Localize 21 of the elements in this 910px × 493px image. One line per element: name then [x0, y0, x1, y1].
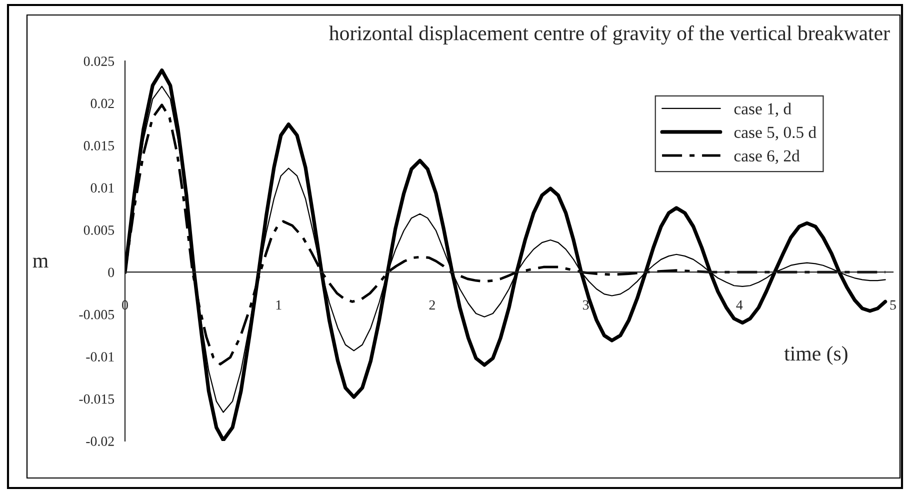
chart-title: horizontal displacement centre of gravity of the vertical breakwater — [329, 25, 890, 45]
y-tick-label: 0.02 — [90, 98, 114, 108]
y-tick-label: 0.005 — [84, 225, 114, 235]
x-tick-label: 1 — [276, 300, 282, 310]
legend-label: case 5, 0.5 d — [734, 126, 816, 140]
x-axis-title: time (s) — [784, 346, 848, 365]
y-tick-label: -0.015 — [79, 394, 114, 404]
y-tick-label: 0.025 — [84, 56, 114, 66]
legend-label: case 1, d — [734, 102, 792, 117]
y-axis-title: m — [32, 258, 48, 268]
legend-label: case 6, 2d — [734, 150, 800, 164]
y-tick-label: 0.015 — [84, 141, 114, 150]
y-tick-label: -0.01 — [86, 352, 114, 362]
x-tick-label: 2 — [429, 300, 435, 310]
x-tick-label: 5 — [890, 300, 896, 310]
x-tick-label: 3 — [582, 300, 589, 310]
y-tick-label: -0.005 — [79, 310, 114, 320]
y-tick-label: -0.02 — [86, 436, 114, 446]
y-tick-label: 0.01 — [90, 183, 114, 193]
x-tick-label: 4 — [736, 300, 743, 310]
y-tick-label: 0 — [108, 268, 114, 278]
